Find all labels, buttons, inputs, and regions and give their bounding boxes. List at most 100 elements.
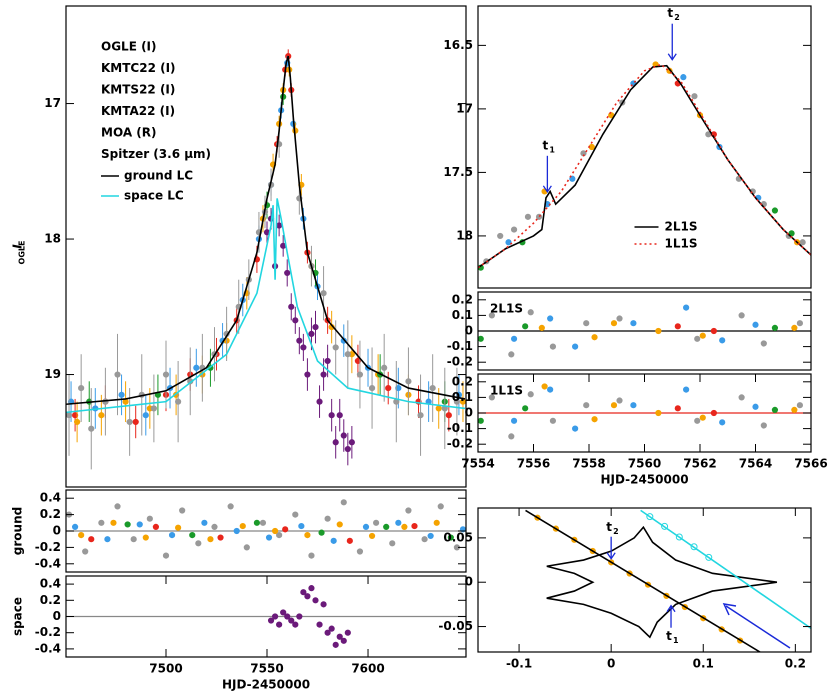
- data-point: [316, 621, 323, 628]
- data-point: [340, 432, 347, 439]
- data-point: [583, 320, 590, 327]
- data-point: [280, 609, 287, 616]
- data-point: [385, 384, 392, 392]
- data-point: [522, 405, 529, 412]
- data-point: [298, 522, 305, 530]
- data-point: [296, 337, 303, 344]
- frame: [65, 5, 467, 488]
- data-point: [336, 633, 343, 640]
- data-point: [300, 344, 307, 351]
- data-point: [549, 417, 557, 424]
- y-tick-label: 0: [53, 609, 61, 623]
- data-point: [71, 412, 79, 419]
- data-point: [655, 409, 662, 417]
- data-point: [104, 536, 111, 543]
- data-point: [118, 391, 125, 398]
- data-point: [569, 175, 576, 182]
- annotation-sub: 1: [673, 636, 679, 645]
- data-point: [447, 534, 454, 541]
- data-point: [760, 422, 767, 429]
- frame: [477, 5, 812, 289]
- data-point: [771, 406, 779, 413]
- data-point: [616, 315, 623, 322]
- data-point: [771, 324, 779, 331]
- x-tick-label: 7556: [517, 457, 550, 471]
- data-point: [401, 523, 408, 531]
- data-point: [292, 511, 299, 518]
- data-point: [395, 384, 402, 392]
- y-tick-label: 18: [456, 228, 473, 242]
- data-point: [719, 419, 726, 426]
- y-tick-label: -0.2: [447, 355, 473, 369]
- data-point: [344, 629, 351, 636]
- data-point: [445, 412, 452, 419]
- data-point: [328, 625, 335, 632]
- y-tick-label: 0.2: [40, 593, 61, 607]
- data-point: [510, 226, 518, 233]
- data-point: [88, 536, 95, 543]
- data-point: [572, 343, 579, 350]
- plot-area: [478, 383, 811, 440]
- data-point: [694, 335, 701, 342]
- y-axis-label-sub: OGLE: [18, 241, 27, 265]
- y-tick-label: 17.5: [443, 165, 473, 179]
- data-point: [332, 439, 339, 446]
- frame: [65, 489, 467, 573]
- x-tick-label: 7562: [683, 457, 716, 471]
- y-tick-label: -0.1: [447, 339, 473, 353]
- data-point: [175, 524, 182, 531]
- y-axis-label: I: [11, 244, 25, 249]
- data-point: [312, 324, 319, 331]
- y-tick-label: 0.2: [452, 374, 473, 388]
- legend-label: ground LC: [124, 169, 193, 183]
- data-point: [373, 519, 380, 526]
- legend-label: 1L1S: [665, 237, 698, 251]
- annotation: t: [606, 520, 612, 534]
- data-point: [395, 519, 402, 526]
- legend-label: space LC: [124, 189, 184, 203]
- y-tick-label: -0.05: [438, 619, 473, 633]
- data-point: [300, 589, 307, 596]
- data-point: [680, 74, 687, 81]
- data-point: [630, 320, 637, 327]
- data-point: [344, 445, 351, 453]
- data-point: [508, 433, 515, 440]
- y-tick-label: 0.2: [40, 507, 61, 521]
- model-curve: [546, 525, 778, 639]
- x-tick-label: 7564: [739, 457, 772, 471]
- data-point: [340, 637, 347, 644]
- y-tick-label: -0.4: [35, 556, 61, 570]
- data-point: [233, 527, 240, 535]
- motion-arrow: [725, 605, 791, 649]
- data-point: [344, 351, 351, 358]
- x-axis-label: HJD-2450000: [222, 678, 310, 692]
- data-point: [411, 522, 418, 530]
- data-point: [791, 406, 798, 413]
- data-point: [510, 417, 518, 424]
- data-point: [74, 418, 81, 426]
- data-point: [308, 330, 315, 337]
- data-point: [368, 532, 376, 540]
- data-point: [304, 371, 311, 378]
- data-point: [324, 629, 331, 636]
- data-point: [497, 232, 504, 240]
- data-point: [126, 418, 133, 426]
- data-point: [674, 323, 681, 330]
- data-point: [661, 522, 669, 530]
- data-point: [796, 320, 804, 327]
- data-point: [427, 532, 434, 540]
- data-point: [588, 143, 595, 151]
- x-tick-label: 7558: [572, 457, 605, 471]
- data-point: [547, 315, 554, 322]
- data-point: [435, 405, 442, 412]
- plot-area: [478, 61, 811, 271]
- data-point: [259, 519, 267, 526]
- y-tick-label: 16.5: [443, 38, 473, 52]
- data-point: [356, 371, 364, 378]
- data-point: [114, 503, 121, 510]
- y-tick-label: -0.1: [447, 421, 473, 435]
- data-point: [791, 324, 798, 331]
- arrow-head: [667, 53, 677, 61]
- model-curve: [478, 63, 811, 269]
- data-point: [292, 621, 299, 628]
